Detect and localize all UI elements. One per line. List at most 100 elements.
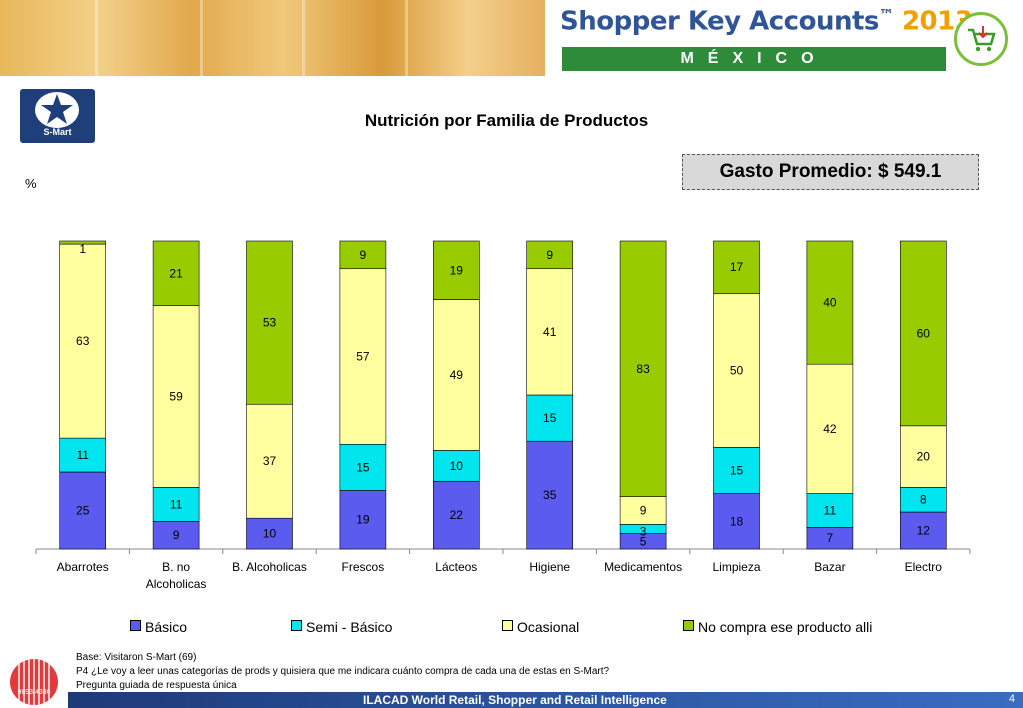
cart-icon	[954, 12, 1008, 66]
x-tick-label: Frescos	[342, 560, 385, 574]
bar-segment	[899, 425, 947, 488]
legend-item-ocasional: Ocasional	[502, 619, 579, 635]
data-label: 11	[76, 448, 89, 462]
note-guide: Pregunta guiada de respuesta única	[76, 680, 237, 691]
data-label: 19	[356, 513, 370, 527]
data-label: 15	[356, 460, 370, 474]
star-icon	[35, 92, 79, 128]
bar-segment	[432, 480, 480, 550]
x-tick-label: Abarrotes	[57, 560, 109, 574]
bar-segment	[526, 268, 574, 396]
data-label: 15	[730, 463, 744, 477]
data-label: 9	[546, 248, 553, 262]
data-label: 49	[450, 368, 464, 382]
base-notes: Base: Visitaron S-Mart (69) P4 ¿Le voy a…	[76, 651, 609, 693]
legend-item-semi-basico: Semi - Básico	[291, 619, 392, 635]
legend-swatch	[502, 620, 513, 631]
legend-item-no-compra: No compra ese producto alli	[683, 619, 872, 635]
data-label: 9	[173, 528, 180, 542]
gasto-promedio-box: Gasto Promedio: $ 549.1	[682, 154, 979, 190]
data-label: 25	[76, 504, 90, 518]
page-number: 4	[1008, 693, 1015, 705]
x-tick-label: Alcoholicas	[146, 577, 207, 591]
data-label: 8	[920, 493, 927, 507]
bar-segment	[59, 240, 107, 245]
footer-barcode-logo: 9693 4396	[10, 659, 58, 705]
bar-segment	[713, 447, 760, 494]
bar-segment	[152, 240, 200, 306]
data-label: 63	[76, 334, 90, 348]
bar-segment	[619, 240, 667, 497]
bar-segment	[59, 243, 107, 439]
data-label: 12	[917, 524, 931, 538]
bar-segment	[339, 268, 387, 445]
chart-title: Nutrición por Familia de Productos	[364, 111, 649, 130]
bar-segment	[526, 394, 574, 442]
x-tick-label: Limpieza	[712, 560, 760, 574]
data-label: 59	[169, 390, 183, 404]
bar-segment	[619, 496, 667, 525]
logo-text: S-Mart	[43, 127, 72, 137]
bar-segment	[432, 240, 480, 300]
stacked-bar-chart: 25 11 63 1 Abarrotes 9 11 59 21 B. no Alcoholicas 1…	[35, 240, 971, 591]
data-label: 7	[827, 531, 834, 545]
note-base: Base: Visitaron S-Mart (69)	[76, 652, 197, 663]
bar-segment	[432, 299, 480, 451]
bar-segment	[806, 493, 854, 528]
smart-logo: S-Mart	[20, 89, 95, 143]
legend-swatch	[683, 620, 694, 631]
data-label: 10	[263, 527, 277, 541]
data-label: 11	[170, 497, 183, 511]
x-tick-label: B. no	[162, 560, 190, 574]
footer-logo-number: 9693 4396	[17, 689, 51, 696]
data-label: 18	[730, 514, 744, 528]
x-tick-label: Electro	[905, 560, 943, 574]
data-label: 9	[640, 504, 647, 518]
legend-swatch	[130, 620, 141, 631]
data-label: 1	[79, 242, 86, 256]
bar-segment	[339, 240, 387, 270]
data-label: 15	[543, 411, 557, 425]
bar-segment	[899, 511, 947, 550]
data-label: 60	[917, 326, 931, 340]
bar-segment	[526, 440, 574, 550]
data-label: 42	[823, 422, 837, 436]
bar-segment	[152, 487, 200, 522]
bar-segment	[339, 490, 387, 550]
bar-segment	[526, 240, 574, 270]
x-tick-label: Medicamentos	[604, 560, 682, 574]
data-label: 22	[450, 508, 464, 522]
legend-label: Semi - Básico	[306, 619, 393, 635]
data-label: 35	[543, 488, 557, 502]
data-label: 10	[450, 459, 464, 473]
brand-title: Shopper Key Accounts™ 2013	[560, 6, 973, 37]
data-label: 3	[640, 525, 647, 539]
data-label: 41	[543, 325, 557, 339]
footer-text: ILACAD World Retail, Shopper and Retail …	[363, 693, 667, 707]
bar-segment	[59, 471, 107, 550]
bar-segment	[806, 363, 854, 494]
data-label: 40	[823, 296, 837, 310]
banner-photo	[0, 0, 545, 76]
bar-segment	[432, 450, 480, 482]
bar-segment	[339, 443, 387, 491]
legend-item-basico: Básico	[130, 619, 187, 635]
bar-segment	[806, 240, 854, 365]
bar-segment	[899, 487, 947, 513]
legend-label: Ocasional	[517, 619, 580, 635]
data-label: 17	[730, 260, 744, 274]
bar-segment	[713, 493, 760, 550]
bar-segment	[59, 437, 107, 473]
note-question: P4 ¿Le voy a leer unas categorías de pro…	[76, 666, 610, 677]
bar-segment	[246, 240, 293, 405]
bar-segment	[899, 240, 947, 427]
data-label: 21	[169, 266, 183, 280]
country-bar: MÉXICO	[562, 47, 946, 71]
legend-label: No compra ese producto alli	[698, 619, 873, 635]
header-banner: Shopper Key Accounts™ 2013 MÉXICO	[0, 0, 1023, 78]
data-label: 83	[636, 362, 650, 376]
bar-segment	[152, 305, 200, 488]
data-label: 57	[356, 350, 370, 364]
x-tick-label: Bazar	[814, 560, 845, 574]
bar-segment	[713, 240, 760, 294]
